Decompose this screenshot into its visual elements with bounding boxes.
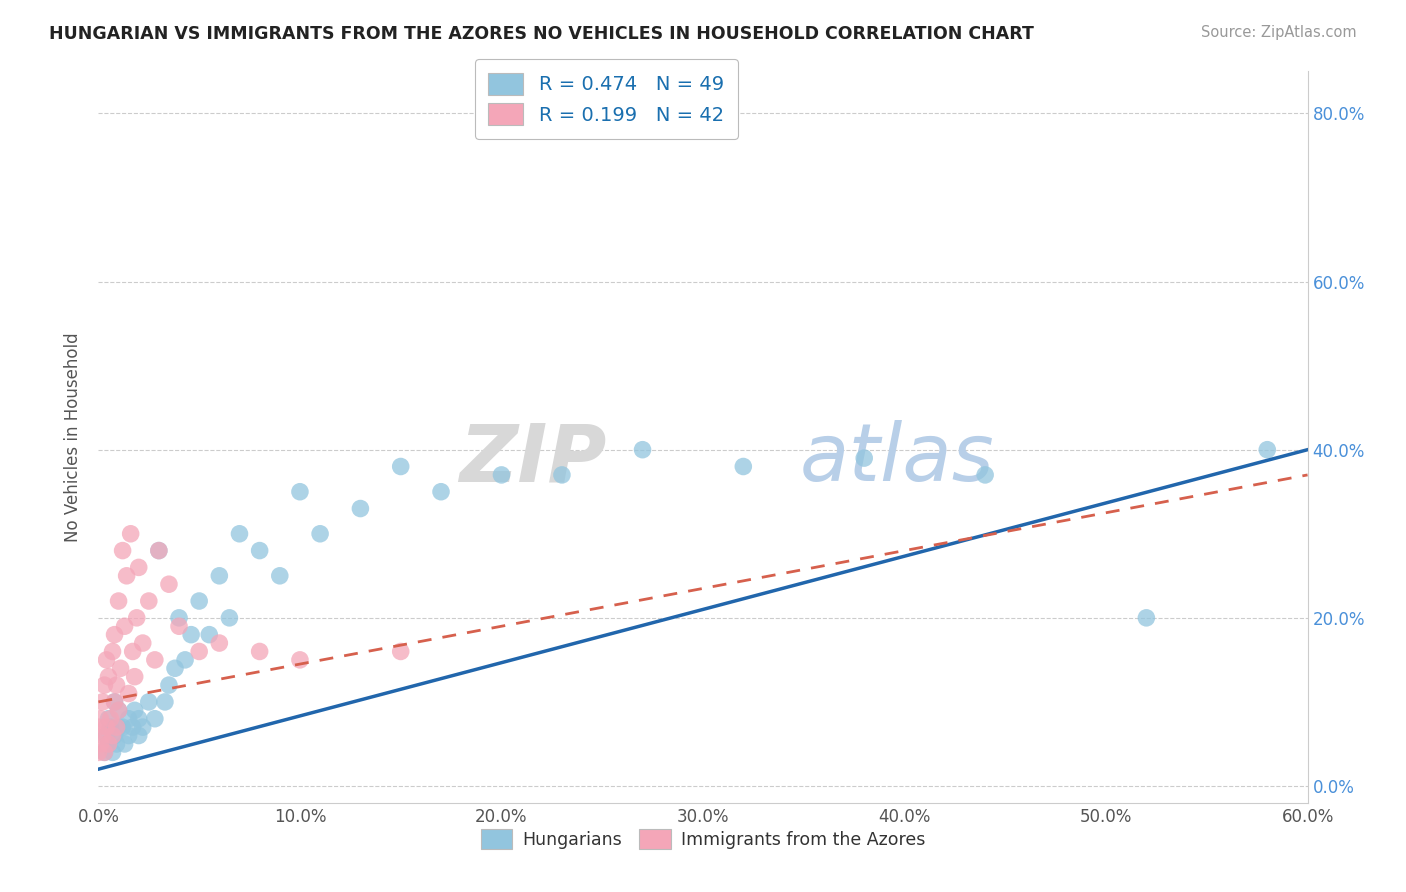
Point — [87, 745, 110, 759]
Point — [269, 569, 291, 583]
Point — [97, 737, 120, 751]
Point — [118, 686, 141, 700]
Point — [111, 543, 134, 558]
Point — [208, 569, 231, 583]
Text: HUNGARIAN VS IMMIGRANTS FROM THE AZORES NO VEHICLES IN HOUSEHOLD CORRELATION CHA: HUNGARIAN VS IMMIGRANTS FROM THE AZORES … — [49, 25, 1033, 43]
Point — [101, 745, 124, 759]
Point — [91, 729, 114, 743]
Text: Source: ZipAtlas.com: Source: ZipAtlas.com — [1201, 25, 1357, 40]
Point — [128, 729, 150, 743]
Point — [87, 720, 110, 734]
Point — [288, 653, 311, 667]
Point — [103, 627, 125, 641]
Point — [218, 611, 240, 625]
Point — [89, 712, 111, 726]
Point — [143, 653, 166, 667]
Point — [97, 712, 120, 726]
Point — [118, 712, 141, 726]
Point — [153, 695, 176, 709]
Point — [118, 729, 141, 743]
Point — [128, 560, 150, 574]
Point — [143, 712, 166, 726]
Point — [148, 543, 170, 558]
Point — [167, 619, 190, 633]
Point — [97, 737, 120, 751]
Point — [107, 703, 129, 717]
Point — [132, 636, 155, 650]
Point — [96, 653, 118, 667]
Point — [249, 644, 271, 658]
Point — [97, 670, 120, 684]
Point — [91, 695, 114, 709]
Point — [101, 729, 124, 743]
Point — [1256, 442, 1278, 457]
Point — [121, 644, 143, 658]
Point — [349, 501, 371, 516]
Point — [138, 695, 160, 709]
Point — [124, 703, 146, 717]
Point — [208, 636, 231, 650]
Point — [733, 459, 755, 474]
Point — [228, 526, 250, 541]
Point — [105, 720, 128, 734]
Text: ZIP: ZIP — [458, 420, 606, 498]
Point — [93, 678, 115, 692]
Point — [93, 745, 115, 759]
Point — [93, 745, 115, 759]
Point — [491, 467, 513, 482]
Point — [114, 737, 136, 751]
Point — [1135, 611, 1157, 625]
Point — [631, 442, 654, 457]
Point — [198, 627, 221, 641]
Point — [103, 695, 125, 709]
Point — [100, 712, 122, 726]
Point — [96, 720, 118, 734]
Text: atlas: atlas — [800, 420, 994, 498]
Point — [111, 720, 134, 734]
Point — [180, 627, 202, 641]
Point — [89, 737, 111, 751]
Point — [430, 484, 453, 499]
Point — [157, 577, 180, 591]
Point — [124, 670, 146, 684]
Point — [125, 611, 148, 625]
Point — [100, 720, 122, 734]
Legend: Hungarians, Immigrants from the Azores: Hungarians, Immigrants from the Azores — [474, 822, 932, 856]
Point — [167, 611, 190, 625]
Point — [107, 594, 129, 608]
Point — [107, 720, 129, 734]
Point — [974, 467, 997, 482]
Point — [128, 712, 150, 726]
Point — [107, 703, 129, 717]
Point — [174, 653, 197, 667]
Point — [157, 678, 180, 692]
Point — [120, 526, 142, 541]
Point — [188, 594, 211, 608]
Y-axis label: No Vehicles in Household: No Vehicles in Household — [65, 332, 83, 542]
Point — [188, 644, 211, 658]
Point — [389, 459, 412, 474]
Point — [96, 729, 118, 743]
Point — [132, 720, 155, 734]
Point — [115, 569, 138, 583]
Point — [138, 594, 160, 608]
Point — [103, 729, 125, 743]
Point — [110, 661, 132, 675]
Point — [105, 678, 128, 692]
Point — [148, 543, 170, 558]
Point — [389, 644, 412, 658]
Point — [163, 661, 186, 675]
Point — [103, 695, 125, 709]
Point — [309, 526, 332, 541]
Point — [249, 543, 271, 558]
Point — [288, 484, 311, 499]
Point — [101, 644, 124, 658]
Point — [105, 737, 128, 751]
Point — [853, 451, 876, 466]
Point — [121, 720, 143, 734]
Point — [551, 467, 574, 482]
Point — [114, 619, 136, 633]
